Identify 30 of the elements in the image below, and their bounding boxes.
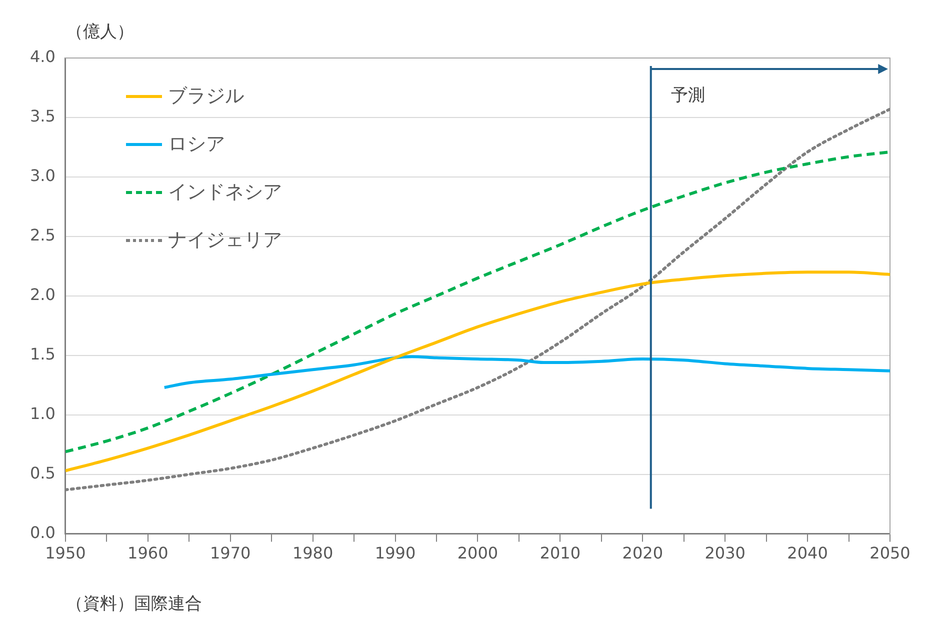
line-series (65, 270, 890, 472)
x-tick-label: 1980 (292, 544, 334, 563)
y-axis-title: （億人） (66, 21, 134, 43)
legend-label: ナイジェリア (168, 228, 282, 253)
y-tick-label: 0.5 (30, 463, 56, 482)
y-tick-label: 2.5 (30, 226, 56, 245)
text: （資料）国際連合 (66, 593, 202, 615)
x-tick-label: 1970 (210, 544, 251, 563)
line-series (65, 150, 890, 454)
x-tick-label: 2010 (540, 544, 581, 563)
x-tick-label: 2040 (787, 544, 828, 563)
y-tick-label: 1.5 (30, 344, 56, 364)
x-tick-label: 2000 (457, 544, 498, 563)
line-series (162, 355, 890, 389)
legend-label: ブラジル (168, 84, 244, 109)
x-tick-label: 1990 (374, 544, 416, 563)
x-tick-label: 2050 (870, 544, 910, 563)
y-tick-label: 3.5 (30, 106, 56, 126)
y-tick-label: 3.0 (30, 166, 56, 186)
x-tick-label: 1960 (128, 544, 168, 563)
x-tick-label: 2020 (622, 544, 663, 563)
legend-label: ロシア (168, 132, 225, 157)
legend-label: インドネシア (168, 180, 282, 205)
y-tick-label: 0.0 (30, 522, 56, 542)
ref-line-label: 予測 (670, 85, 705, 106)
y-tick-label: 1.0 (30, 404, 56, 424)
x-tick-label: 1950 (45, 544, 86, 563)
y-tick-label: 2.0 (30, 285, 56, 304)
x-tick-label: 2030 (704, 544, 746, 563)
y-tick-label: 4.0 (30, 47, 56, 66)
